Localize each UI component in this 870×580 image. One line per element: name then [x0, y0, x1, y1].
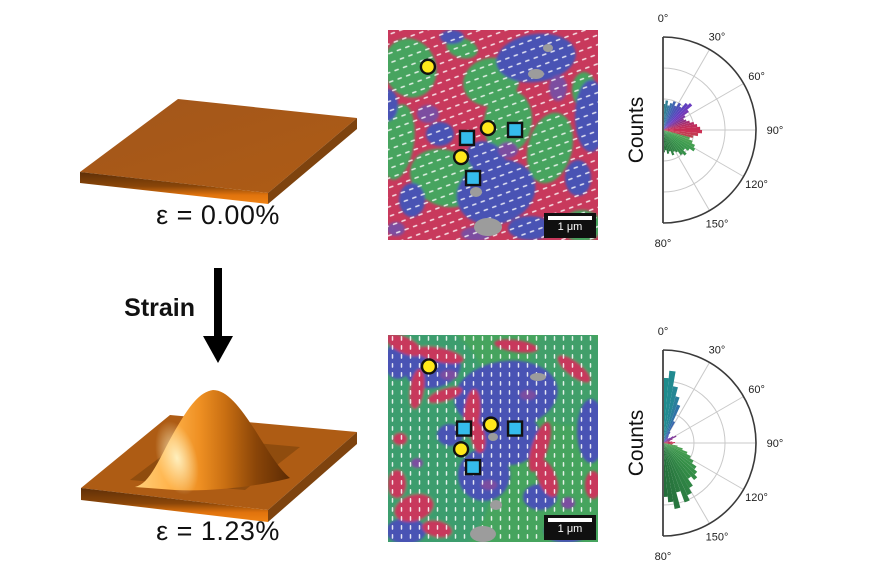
bump-highlight: [155, 421, 199, 495]
angle-tick-label: 0°: [658, 326, 669, 338]
angle-tick-label: 60°: [748, 71, 765, 83]
domain-map-strained: 1 μm: [388, 335, 598, 542]
angle-tick-label: 90°: [767, 438, 784, 450]
marker-cyan-square: [506, 420, 524, 437]
marker-yellow-circle: [452, 441, 470, 458]
down-arrow-icon: [203, 268, 233, 363]
angle-tick-label: 80°: [655, 551, 672, 563]
film-right-face: [268, 118, 357, 204]
angle-tick-label: 120°: [745, 179, 768, 191]
marker-cyan-square: [464, 169, 482, 187]
angle-tick-label: 30°: [709, 31, 726, 43]
marker-cyan-square: [464, 458, 482, 476]
angle-tick-label: 60°: [748, 384, 765, 396]
marker-cyan-square: [455, 420, 473, 437]
label-epsilon-strained: ε = 1.23%: [156, 516, 280, 546]
marker-yellow-circle: [420, 358, 438, 375]
defect-blobs: [470, 44, 553, 236]
marker-yellow-circle: [419, 58, 437, 75]
angle-tick-label: 0°: [658, 13, 669, 25]
marker-cyan-square: [506, 121, 524, 139]
scale-bar-line: [548, 216, 592, 220]
angle-tick-label: 80°: [655, 238, 672, 250]
film-front-face: [80, 172, 268, 204]
marker-yellow-circle: [482, 416, 500, 433]
angle-tick-label: 150°: [706, 532, 729, 544]
film-top-face: [80, 99, 357, 193]
polarization-dashes: [388, 30, 598, 240]
angle-tick-label: 90°: [767, 125, 784, 137]
scale-bar: 1 μm: [544, 515, 596, 540]
angle-tick-label: 30°: [709, 344, 726, 356]
scale-bar: 1 μm: [544, 213, 596, 238]
schematic-strained-film-bump: [81, 390, 357, 522]
domain-map-image: [388, 335, 598, 542]
polar-histogram-strained: 0° 30° 60° 90° 120° 150° 80°: [655, 326, 784, 563]
polar-histogram-unstrained: 0° 30° 60° 90° 120° 150° 80°: [655, 13, 784, 250]
marker-yellow-circle: [479, 119, 497, 137]
domain-map-image: [388, 30, 598, 240]
domain-map-unstrained: 1 μm: [388, 30, 598, 240]
scale-bar-line: [548, 518, 592, 522]
film-front-face: [81, 488, 268, 522]
scale-bar-label: 1 μm: [557, 523, 583, 535]
label-epsilon-initial: ε = 0.00%: [156, 200, 280, 230]
angle-tick-label: 150°: [706, 219, 729, 231]
film-right-face: [268, 432, 357, 522]
schematic-flat-film: [80, 99, 357, 204]
defect-blobs: [470, 373, 546, 542]
scale-bar-label: 1 μm: [557, 221, 583, 233]
marker-yellow-circle: [452, 148, 470, 166]
marker-cyan-square: [458, 129, 476, 147]
angle-tick-label: 120°: [745, 492, 768, 504]
strain-label: Strain: [124, 294, 195, 322]
